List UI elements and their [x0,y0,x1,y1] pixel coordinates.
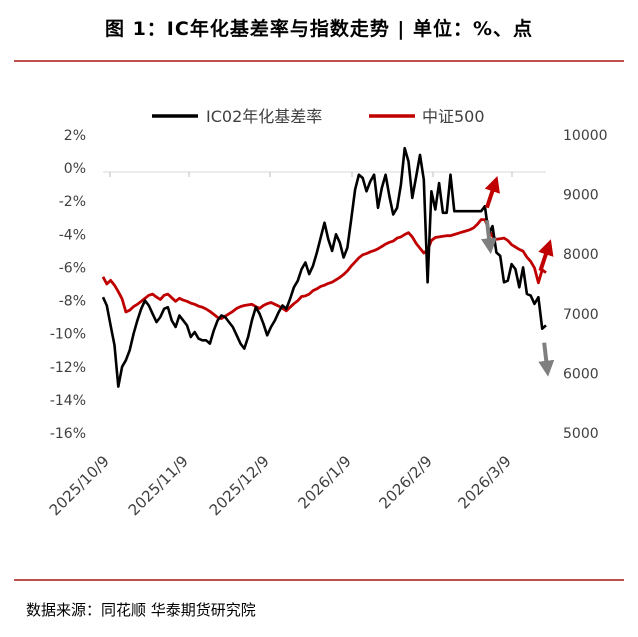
arrow-layer [481,176,555,377]
series-line-basis [101,146,547,388]
right-tick-label: 8000 [563,247,599,263]
trend-arrow-down [538,342,555,377]
left-tick-label: -14% [50,393,86,409]
left-tick-label: 2% [64,128,86,144]
trend-arrow-up [484,176,500,209]
chart-axes: 2% 0% -2% -4% -6% -8% -10% -12% -14% -16% 10000 900… [46,128,608,519]
legend-label: IC02年化基差率 [206,107,322,126]
chart-title: 图 1：IC年化基差率与指数走势 | 单位：%、点 [104,18,534,40]
source-note: 数据来源：同花顺 华泰期货研究院 [26,601,256,619]
left-tick-label: -10% [50,327,86,343]
right-tick-label: 9000 [563,188,599,204]
legend: IC02年化基差率 中证500 [152,107,485,126]
x-tick-label: 2026/2/9 [375,452,435,512]
x-tick-label: 2025/11/9 [125,452,192,519]
right-tick-label: 6000 [563,366,599,382]
x-tick-label: 2026/3/9 [454,452,514,512]
series-layer [101,146,547,388]
legend-label: 中证500 [422,107,485,126]
right-tick-label: 5000 [563,426,599,442]
left-tick-label: -2% [59,194,86,210]
x-tick-label: 2026/1/9 [294,452,354,512]
x-tick-label: 2025/10/9 [46,452,113,519]
left-tick-label: -16% [50,426,86,442]
trend-arrow-up [538,239,554,272]
left-tick-label: -6% [59,260,86,276]
right-tick-label: 7000 [563,307,599,323]
left-tick-label: -8% [59,294,86,310]
title-divider [14,60,624,62]
left-tick-label: 0% [64,161,86,177]
footer-divider [14,579,624,581]
left-tick-label: -4% [59,227,86,243]
left-tick-label: -12% [50,360,86,376]
trend-arrow-down [481,219,497,255]
right-tick-label: 10000 [563,128,608,144]
x-tick-label: 2025/12/9 [206,452,273,519]
series-line-index [101,218,547,321]
